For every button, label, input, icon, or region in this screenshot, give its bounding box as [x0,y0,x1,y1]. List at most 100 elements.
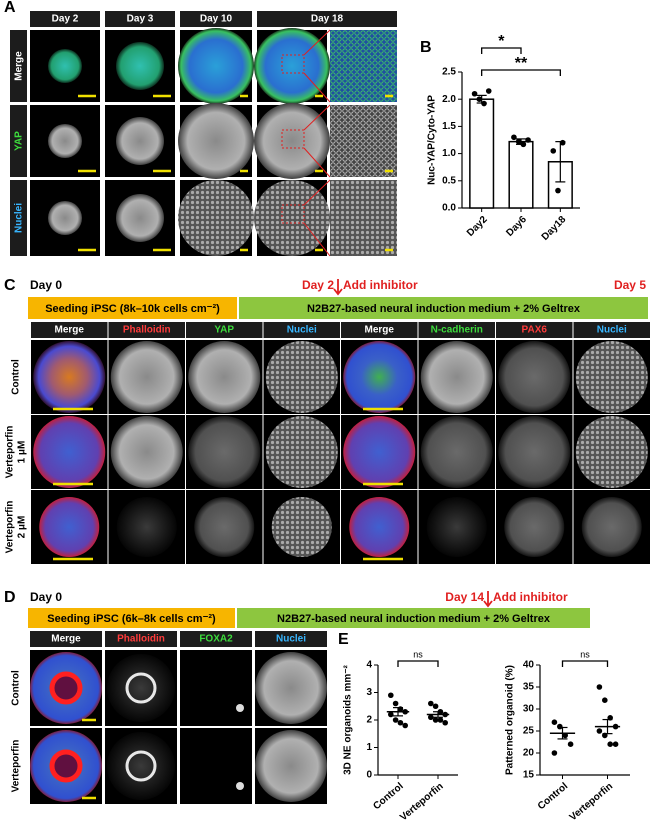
row-header: Merge [14,51,25,81]
timeline-label: Day 14 [445,590,484,604]
organoid [39,497,100,557]
roi-link [303,147,331,178]
row-header-bg [10,30,27,102]
organoid [110,341,183,413]
stage-label: Seeding iPSC (8k–10k cells cm⁻²) [45,303,220,315]
organoid [48,49,82,83]
significance-label: * [498,33,505,50]
column-header-bg [108,322,185,338]
column-header: Phalloidin [117,634,165,645]
organoid [48,201,82,235]
data-point [397,706,404,712]
column-header-bg [257,11,397,27]
organoid [265,416,338,488]
micrograph-content [330,180,397,256]
data-point [428,700,434,707]
panel-label: A [4,0,16,16]
data-point [607,741,613,747]
data-point [562,732,568,739]
column-header: Day 2 [52,14,79,25]
column-header: N-cadherin [431,325,483,336]
timeline-label: Day 0 [30,590,62,604]
organoid [254,103,330,179]
stage-bar [28,297,237,319]
data-point [432,717,439,723]
row-header: Verteporfin [11,740,22,793]
y-tick-label: 25 [523,726,535,737]
organoid [575,341,648,413]
foxa2-spot [236,782,244,790]
timeline-label: Day 0 [30,278,62,292]
organoid [178,28,254,104]
data-point [481,100,487,107]
panel-label: B [420,39,432,56]
row-header: YAP [14,131,25,151]
data-point [567,741,574,747]
roi-link [303,179,331,206]
significance-label: ns [580,649,590,659]
organoid [343,416,416,488]
organoid [265,341,338,413]
column-header-bg [30,11,100,27]
column-header-bg [186,322,263,338]
column-header-bg [180,11,252,27]
data-point [602,732,608,739]
organoid [178,180,254,256]
organoid [116,194,164,242]
stage-bar [239,297,648,319]
organoid [178,103,254,179]
y-tick-label: 2 [366,715,372,726]
data-point [392,717,399,723]
timeline-label: Day 5 [614,278,646,292]
micrograph-content [330,30,397,102]
column-header: Day 10 [200,14,233,25]
timeline-label: Add inhibitor [343,278,418,292]
data-point [511,134,517,141]
y-tick-label: 2.5 [442,67,456,78]
column-header-bg [496,322,573,338]
column-header: Day 3 [127,14,154,25]
organoid [420,341,493,413]
column-header: Nuclei [597,325,627,336]
data-point [525,137,531,143]
y-tick-label: 20 [523,748,535,759]
significance-label: ns [413,649,423,659]
organoid [33,416,106,488]
organoid [107,732,175,800]
x-tick-label: Verteporfin [398,781,446,820]
panel-label: C [4,277,16,294]
data-point [551,719,558,725]
data-point [602,697,608,703]
data-point [397,719,404,726]
y-tick-label: 4 [366,660,372,671]
lumen-ring [125,672,157,704]
data-point [471,90,478,97]
stage-bar [237,608,590,628]
roi-link [303,104,331,131]
stage-label: N2B27-based neural induction medium + 2%… [307,303,581,315]
column-header: Merge [55,325,85,336]
data-point [402,722,409,729]
data-point [551,750,558,756]
stage-label: N2B27-based neural induction medium + 2%… [277,613,551,625]
data-point [596,684,603,690]
significance-bracket [397,660,439,667]
y-tick-label: 40 [523,660,535,671]
column-header-bg [263,322,340,338]
significance-bracket [561,660,609,667]
data-point [559,139,566,146]
y-tick-label: 3 [366,687,372,698]
data-point [437,708,444,715]
organoid [420,416,493,488]
significance-bracket [481,47,522,54]
column-header: Merge [51,634,81,645]
organoid [254,180,330,256]
y-tick-label: 0 [366,770,372,781]
foxa2-spot [236,704,244,712]
x-tick-label: Day18 [540,214,569,243]
stage-label: Seeding iPSC (6k–8k cells cm⁻²) [47,613,216,625]
data-point [515,138,522,145]
roi-link [303,29,331,56]
data-point [476,96,483,102]
roi-link [303,72,331,103]
